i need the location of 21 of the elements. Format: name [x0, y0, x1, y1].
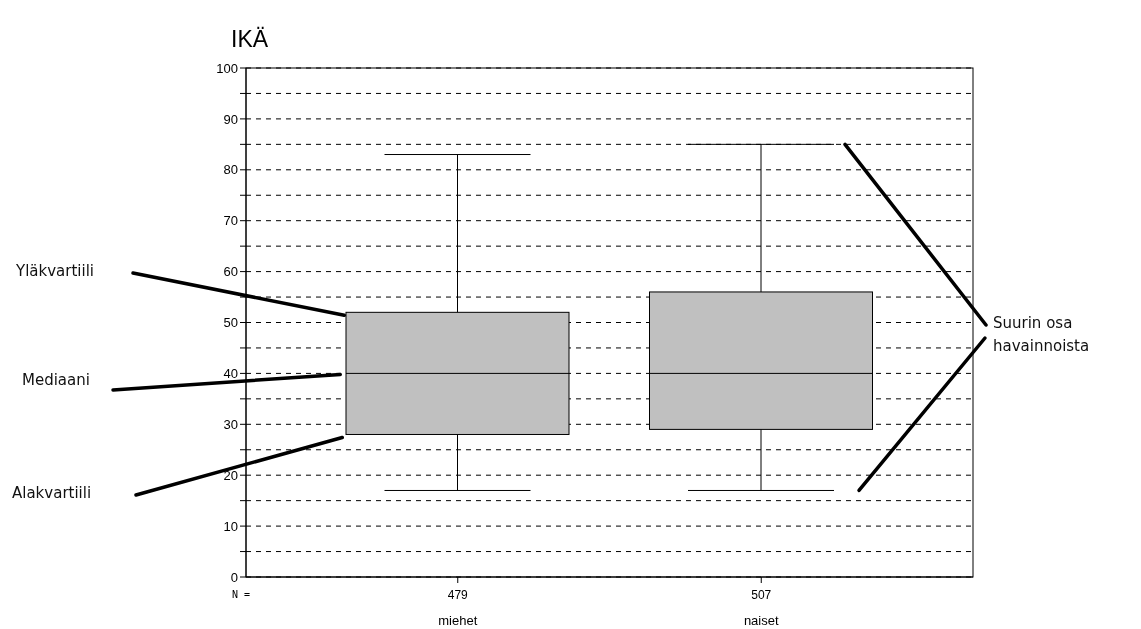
- y-tick-label: 50: [223, 315, 238, 331]
- y-tick-label: 20: [223, 467, 238, 483]
- x-tick-label: naiset: [743, 613, 779, 628]
- y-tick-label: 100: [216, 60, 238, 76]
- y-tick-label: 10: [223, 518, 238, 534]
- annotation: 507: [751, 588, 772, 602]
- y-tick-label: 40: [223, 366, 238, 382]
- text: Alakvartiili: [12, 483, 92, 504]
- y-tick-label: 90: [223, 111, 238, 127]
- y-tick-label: 70: [223, 213, 238, 229]
- x-tick-label: miehet: [438, 613, 478, 628]
- y-tick-label: 0: [230, 569, 238, 585]
- chart-title: IKÄ: [231, 26, 269, 53]
- text: Yläkvartiili: [16, 261, 94, 282]
- y-tick-label: 60: [223, 264, 238, 280]
- y-tick-label: 30: [223, 416, 238, 432]
- y-tick-label: 80: [223, 162, 238, 178]
- text: Suurin osa havainnoista: [993, 313, 1091, 357]
- text: N =: [232, 589, 251, 600]
- annotation: 479: [447, 588, 469, 602]
- text: Mediaani: [22, 370, 90, 391]
